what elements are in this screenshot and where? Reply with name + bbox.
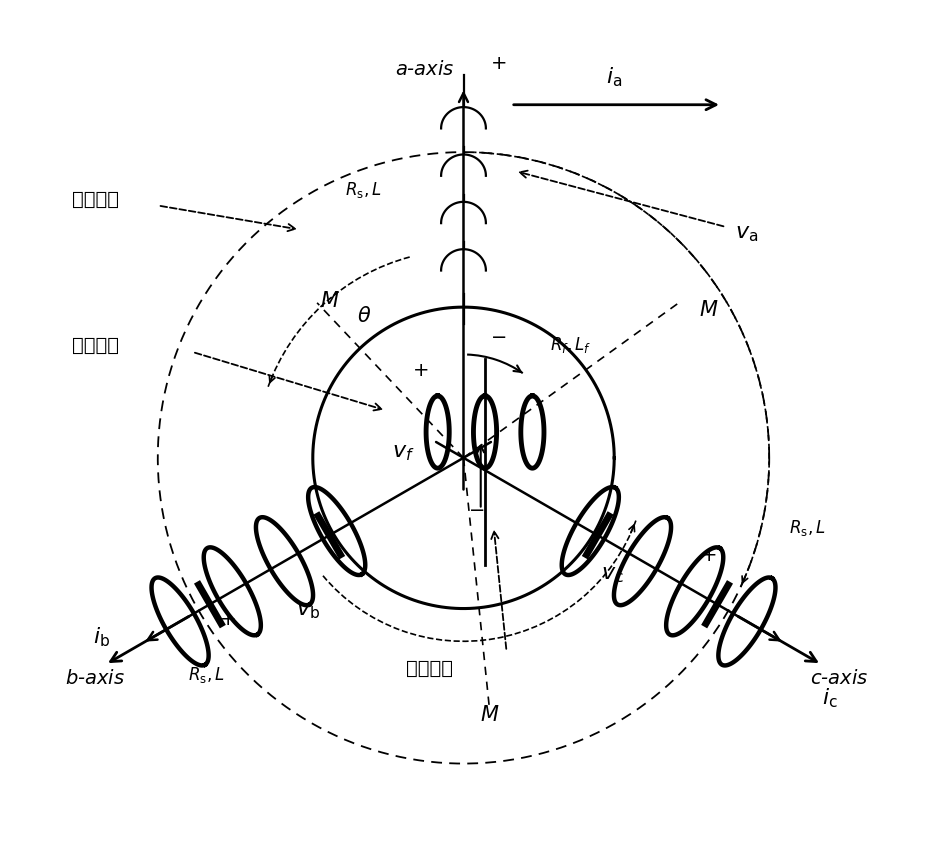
Text: $i_{\rm a}$: $i_{\rm a}$ <box>606 65 622 89</box>
Text: $R_{\rm s}, L$: $R_{\rm s}, L$ <box>345 180 382 200</box>
Text: $b$-axis: $b$-axis <box>66 669 125 688</box>
Text: $+$: $+$ <box>219 611 235 630</box>
Text: $v_{\rm a}$: $v_{\rm a}$ <box>735 224 758 244</box>
Text: $v_{\rm c}$: $v_{\rm c}$ <box>602 565 624 585</box>
Text: $a$-axis: $a$-axis <box>395 60 454 79</box>
Text: $c$-axis: $c$-axis <box>810 669 869 688</box>
Text: $+$: $+$ <box>489 54 506 73</box>
Text: $M$: $M$ <box>699 300 718 320</box>
Text: $i_{\rm b}$: $i_{\rm b}$ <box>93 625 109 649</box>
Text: $M$: $M$ <box>479 704 499 725</box>
Text: $i_{\rm c}$: $i_{\rm c}$ <box>822 686 838 709</box>
Text: 转子磁场: 转子磁场 <box>71 190 119 209</box>
Text: $\theta$: $\theta$ <box>357 306 372 326</box>
Text: $+$: $+$ <box>700 546 717 565</box>
Text: $v_{\rm b}$: $v_{\rm b}$ <box>296 600 320 620</box>
Text: $R_{\rm s}, L$: $R_{\rm s}, L$ <box>188 664 225 684</box>
Text: $R_{\rm s}, L$: $R_{\rm s}, L$ <box>789 518 826 538</box>
Text: $R_f, L_f$: $R_f, L_f$ <box>550 335 591 355</box>
Text: $M$: $M$ <box>321 291 339 311</box>
Text: $-$: $-$ <box>468 499 485 518</box>
Text: $v_f$: $v_f$ <box>392 443 414 463</box>
Text: 励磁电压: 励磁电压 <box>405 659 452 678</box>
Text: $+$: $+$ <box>413 361 428 380</box>
Text: 旋转方向: 旋转方向 <box>71 336 119 355</box>
Text: $-$: $-$ <box>489 326 506 345</box>
